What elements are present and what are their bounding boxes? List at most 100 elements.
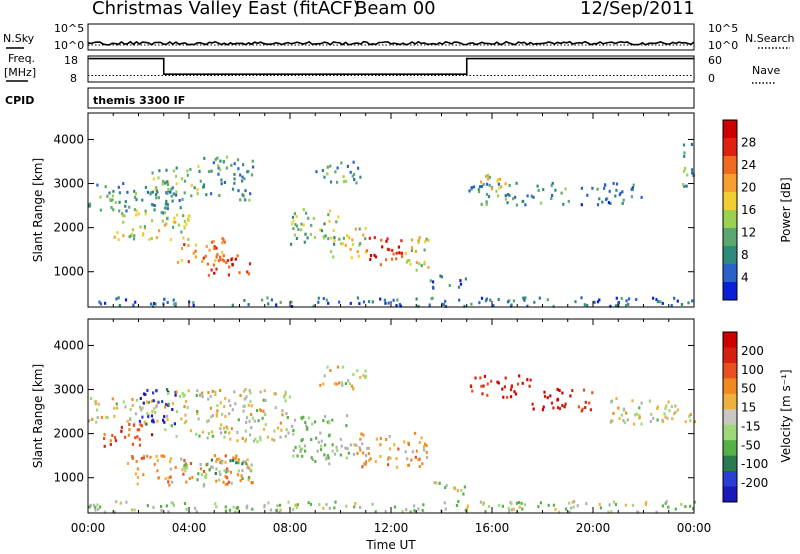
power-cell bbox=[180, 258, 183, 262]
power-cell bbox=[244, 198, 247, 202]
velocity-cell bbox=[182, 472, 185, 476]
power-colorbar-tick: 24 bbox=[741, 158, 756, 172]
velocity-cell bbox=[180, 457, 183, 461]
velocity-cell bbox=[490, 379, 493, 383]
velocity-cell bbox=[183, 502, 187, 505]
power-cell bbox=[680, 303, 683, 306]
power-cell bbox=[488, 175, 491, 179]
power-cell bbox=[683, 169, 686, 173]
velocity-cell bbox=[115, 500, 118, 504]
power-cell bbox=[207, 273, 210, 277]
velocity-cell bbox=[237, 461, 240, 465]
velocity-cell bbox=[302, 415, 305, 419]
velocity-colorbar-swatch bbox=[723, 486, 737, 503]
power-cell bbox=[347, 235, 350, 239]
velocity-cell bbox=[160, 454, 163, 458]
velocity-cell bbox=[276, 426, 280, 430]
velocity-cell bbox=[143, 454, 146, 458]
velocity-cell bbox=[105, 415, 108, 419]
power-cell bbox=[497, 194, 500, 198]
power-cell bbox=[291, 222, 294, 226]
velocity-cell bbox=[250, 463, 253, 467]
velocity-cell bbox=[138, 419, 141, 423]
power-cell bbox=[207, 170, 211, 174]
power-cell bbox=[691, 171, 694, 175]
velocity-cell bbox=[211, 389, 214, 393]
power-cell bbox=[338, 300, 341, 304]
power-cell bbox=[332, 255, 335, 259]
velocity-cell bbox=[223, 426, 226, 430]
velocity-cell bbox=[249, 468, 252, 472]
power-cell bbox=[458, 298, 461, 302]
power-cell bbox=[614, 194, 617, 198]
power-cell bbox=[512, 299, 515, 303]
power-cell bbox=[275, 303, 278, 307]
velocity-cell bbox=[264, 423, 267, 427]
power-cell bbox=[222, 254, 225, 258]
power-cell bbox=[122, 213, 125, 217]
power-ytick-label: 3000 bbox=[53, 177, 84, 191]
velocity-cell bbox=[242, 460, 245, 464]
power-cell bbox=[162, 179, 165, 183]
power-cell bbox=[154, 302, 157, 306]
velocity-cell bbox=[487, 505, 490, 508]
power-cell bbox=[234, 257, 237, 261]
velocity-cell bbox=[506, 395, 509, 399]
velocity-cell bbox=[195, 394, 198, 397]
velocity-cell bbox=[239, 479, 242, 483]
power-cell bbox=[364, 237, 367, 241]
power-cell bbox=[238, 271, 241, 275]
power-cell bbox=[683, 151, 686, 155]
velocity-cell bbox=[656, 407, 659, 410]
power-cell bbox=[652, 296, 655, 300]
power-cell bbox=[323, 222, 326, 226]
power-cell bbox=[504, 182, 507, 186]
velocity-cell bbox=[216, 457, 219, 461]
power-cell bbox=[580, 203, 583, 207]
velocity-ytick-label: 4000 bbox=[53, 338, 84, 352]
velocity-cell bbox=[163, 420, 166, 424]
power-cell bbox=[230, 258, 233, 262]
velocity-cell bbox=[181, 468, 184, 472]
velocity-cell bbox=[422, 448, 426, 452]
power-cell bbox=[342, 175, 345, 179]
velocity-cell bbox=[508, 508, 511, 512]
power-cell bbox=[351, 238, 354, 242]
velocity-cell bbox=[340, 381, 343, 385]
velocity-cell bbox=[435, 481, 438, 485]
velocity-cell bbox=[96, 416, 99, 420]
power-cell bbox=[166, 301, 169, 304]
velocity-cell bbox=[315, 436, 318, 440]
velocity-cell bbox=[162, 418, 165, 422]
velocity-cell bbox=[539, 501, 542, 505]
velocity-cell bbox=[189, 462, 193, 465]
velocity-cell bbox=[543, 394, 547, 398]
power-cell bbox=[143, 225, 146, 229]
power-cell bbox=[290, 242, 293, 246]
velocity-cell bbox=[273, 392, 276, 396]
power-cell bbox=[342, 236, 345, 240]
velocity-cell bbox=[135, 398, 139, 402]
velocity-colorbar-swatch bbox=[723, 332, 737, 348]
velocity-cell bbox=[91, 417, 94, 421]
power-cell bbox=[323, 175, 326, 179]
power-cell bbox=[176, 213, 179, 217]
velocity-cell bbox=[181, 391, 184, 395]
power-cell bbox=[144, 209, 147, 213]
power-cell bbox=[267, 302, 270, 306]
velocity-cell bbox=[122, 400, 125, 404]
velocity-cell bbox=[363, 462, 366, 466]
velocity-cell bbox=[244, 397, 247, 401]
velocity-cell bbox=[246, 463, 249, 467]
velocity-cell bbox=[287, 500, 290, 504]
velocity-cell bbox=[503, 385, 506, 389]
power-cell bbox=[415, 297, 418, 301]
power-cell bbox=[166, 183, 170, 186]
velocity-cell bbox=[367, 446, 370, 450]
velocity-cell bbox=[610, 399, 613, 403]
power-cell bbox=[187, 244, 190, 247]
velocity-cell bbox=[445, 484, 448, 488]
velocity-cell bbox=[185, 480, 188, 484]
power-cell bbox=[98, 300, 101, 304]
power-cell bbox=[133, 237, 136, 241]
